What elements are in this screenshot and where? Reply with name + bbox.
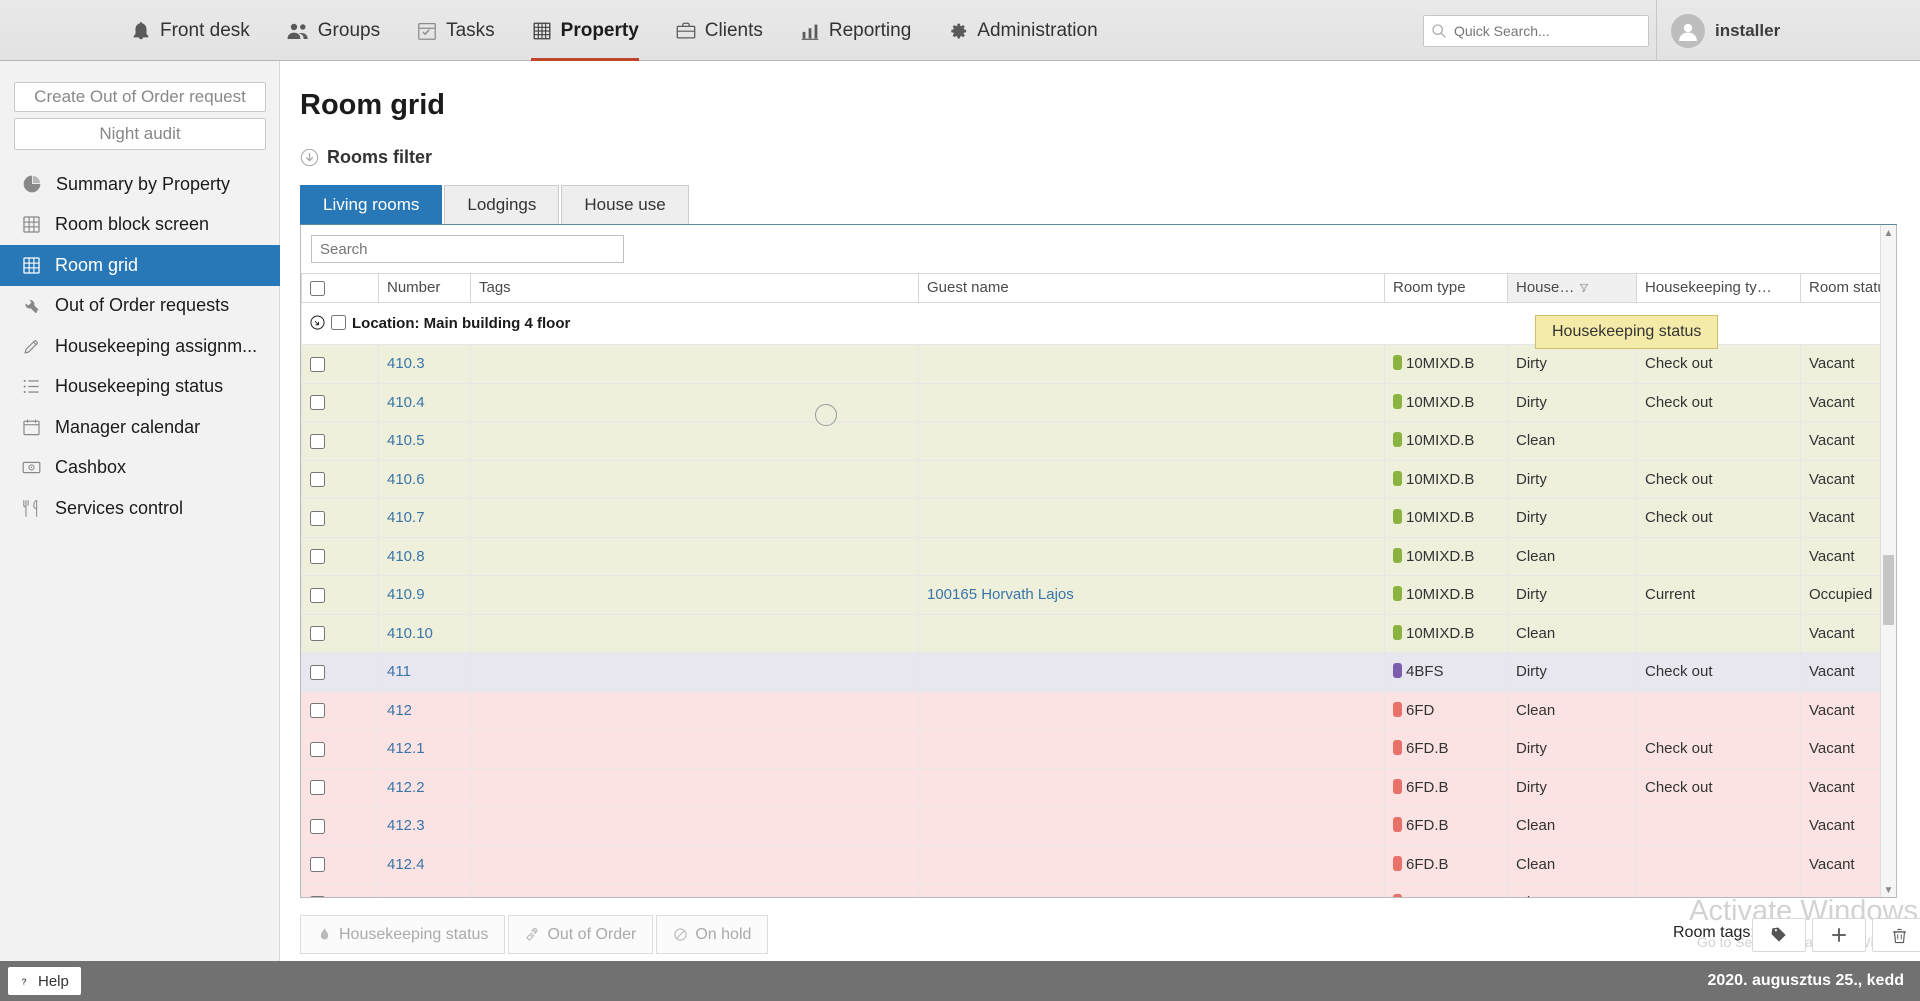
svg-text:?: ?: [21, 976, 26, 986]
